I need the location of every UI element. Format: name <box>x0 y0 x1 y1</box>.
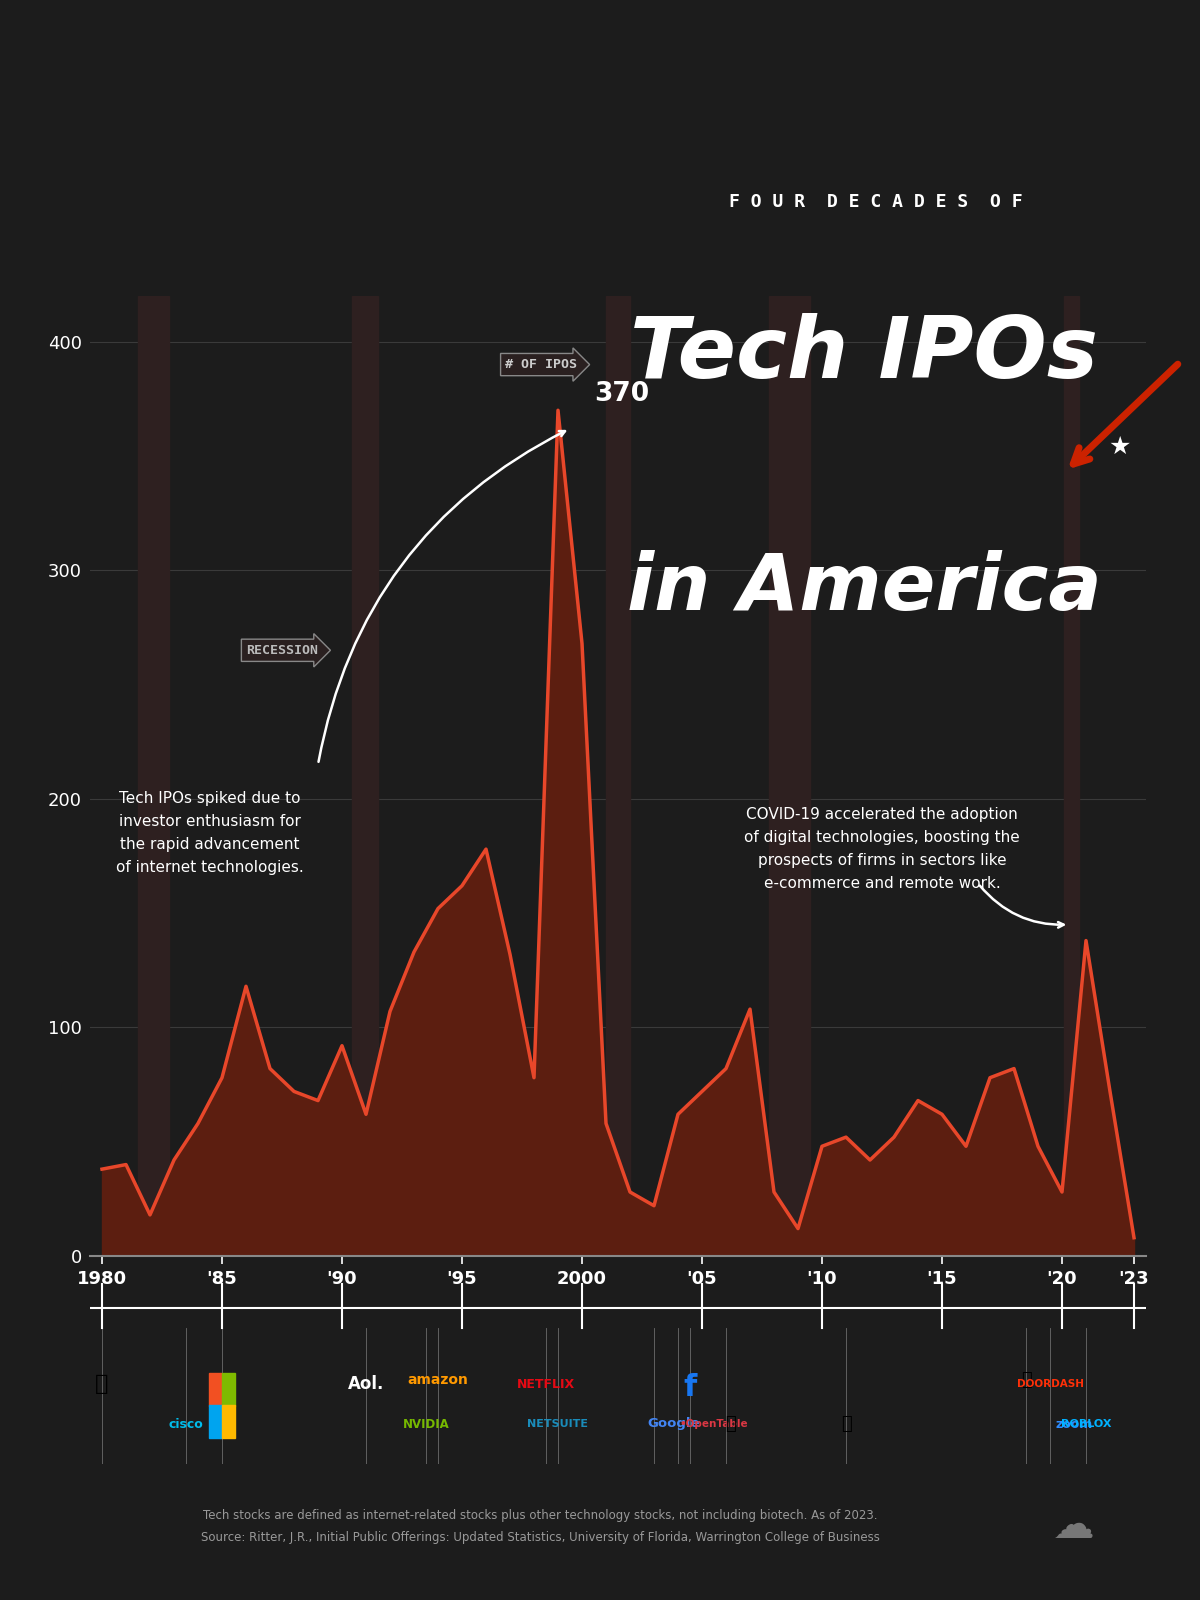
Text: Tech IPOs spiked due to
investor enthusiasm for
the rapid advancement
of interne: Tech IPOs spiked due to investor enthusi… <box>116 792 304 875</box>
Text: NETSUITE: NETSUITE <box>528 1419 588 1429</box>
Text: ☁: ☁ <box>1054 1506 1094 1547</box>
Text: 🍎: 🍎 <box>95 1374 109 1394</box>
Text: NVIDIA: NVIDIA <box>403 1418 449 1430</box>
Text: Aol.: Aol. <box>348 1374 384 1394</box>
Bar <box>222 1373 235 1406</box>
Text: COVID-19 accelerated the adoption
of digital technologies, boosting the
prospect: COVID-19 accelerated the adoption of dig… <box>744 808 1020 891</box>
Text: RECESSION: RECESSION <box>246 643 318 656</box>
Bar <box>1064 296 1079 1256</box>
Bar <box>209 1405 222 1438</box>
Bar <box>138 296 169 1256</box>
Text: cisco: cisco <box>169 1418 203 1430</box>
Text: •OpenTable: •OpenTable <box>679 1419 749 1429</box>
Bar <box>352 296 378 1256</box>
Text: 🎵: 🎵 <box>1021 1371 1031 1389</box>
Text: zoom: zoom <box>1055 1418 1093 1430</box>
Text: ★: ★ <box>1108 435 1130 459</box>
Text: Tech stocks are defined as internet-related stocks plus other technology stocks,: Tech stocks are defined as internet-rela… <box>200 1509 880 1544</box>
Text: 370: 370 <box>594 381 649 408</box>
Text: Tech IPOs: Tech IPOs <box>630 314 1098 397</box>
Text: 👻: 👻 <box>841 1414 851 1434</box>
Text: F O U R  D E C A D E S  O F: F O U R D E C A D E S O F <box>730 192 1022 211</box>
Bar <box>606 296 630 1256</box>
Text: amazon: amazon <box>408 1373 468 1387</box>
Bar <box>209 1373 222 1406</box>
Text: NETFLIX: NETFLIX <box>517 1378 575 1390</box>
Text: 🐦: 🐦 <box>726 1414 736 1434</box>
Text: DOORDASH: DOORDASH <box>1016 1379 1084 1389</box>
Text: in America: in America <box>626 550 1102 627</box>
Text: # OF IPOS: # OF IPOS <box>505 358 577 371</box>
Bar <box>769 296 810 1256</box>
Bar <box>222 1405 235 1438</box>
Text: f: f <box>683 1373 697 1403</box>
Text: ROBLOX: ROBLOX <box>1061 1419 1111 1429</box>
Text: Google: Google <box>647 1418 700 1430</box>
